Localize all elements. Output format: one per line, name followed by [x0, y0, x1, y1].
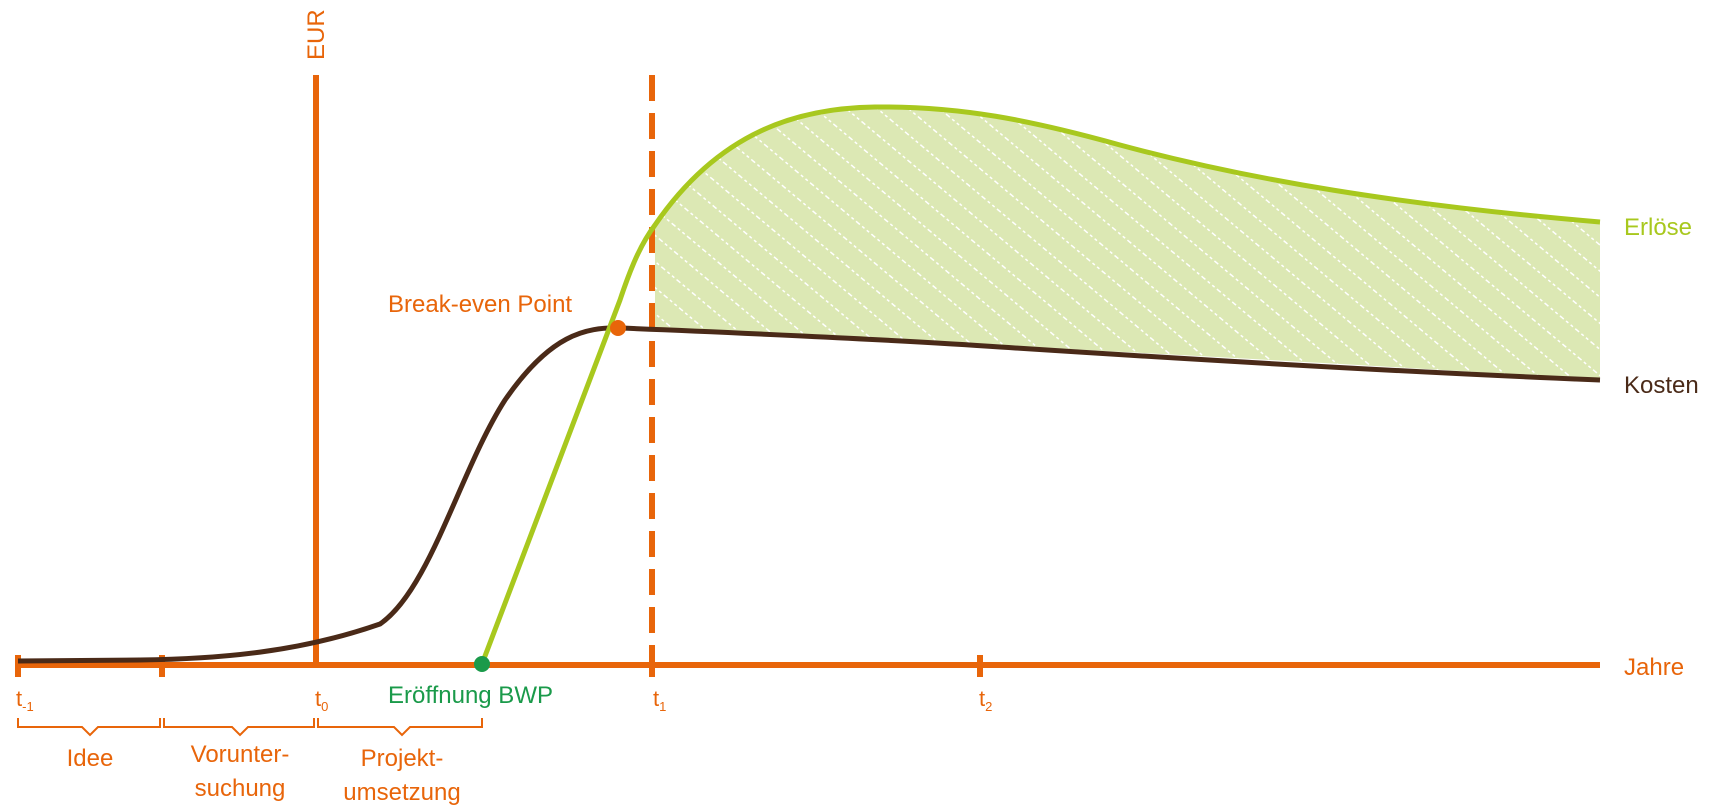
phase-label-voruntersuchung-line1: Vorunter-: [191, 741, 290, 768]
profit-area: [655, 106, 1600, 380]
tick-base: t: [979, 686, 985, 711]
y-axis-label: EUR: [303, 9, 330, 60]
revenue-label: Erlöse: [1624, 214, 1692, 241]
tick-subscript: 1: [659, 699, 666, 714]
tick-base: t: [315, 686, 321, 711]
break-even-point-marker: [610, 320, 626, 336]
tick-subscript: -1: [22, 699, 34, 714]
phase-label-voruntersuchung-line2: suchung: [195, 775, 286, 802]
tick-label-t-1: t-1: [16, 686, 34, 714]
tick-label-t1: t1: [653, 686, 666, 714]
opening-point-marker: [474, 656, 490, 672]
x-axis-label: Jahre: [1624, 654, 1684, 681]
tick-subscript: 2: [985, 699, 992, 714]
phase-label-projektumsetzung-line2: umsetzung: [343, 779, 460, 806]
tick-base: t: [16, 686, 22, 711]
tick-label-t2: t2: [979, 686, 992, 714]
tick-subscript: 0: [321, 699, 328, 714]
revenue-curve: [479, 104, 1601, 665]
cost-label: Kosten: [1624, 372, 1699, 399]
opening-label: Eröffnung BWP: [388, 682, 553, 709]
tick-base: t: [653, 686, 659, 711]
phase-label-idee: Idee: [67, 745, 114, 772]
phase-brace-idee: [17, 718, 161, 737]
cost-curve: [17, 325, 1601, 664]
phase-brace-voruntersuchung: [163, 718, 315, 737]
break-even-label: Break-even Point: [388, 291, 572, 318]
tick-label-t0: t0: [315, 686, 328, 714]
phase-label-projektumsetzung-line1: Projekt-: [361, 745, 444, 772]
phase-brace-projektumsetzung: [317, 718, 483, 737]
